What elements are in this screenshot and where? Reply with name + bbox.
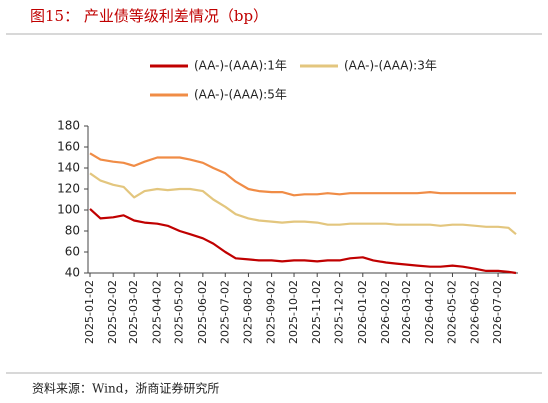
- x-tick-label: 2025-07-02: [218, 280, 231, 344]
- y-tick-label: 120: [57, 182, 80, 196]
- series-line: [89, 208, 517, 275]
- x-tick-label: 2026-04-02: [423, 280, 436, 344]
- x-tick-label: 2026-03-02: [400, 280, 413, 344]
- x-tick-label: 2026-07-02: [491, 280, 504, 344]
- x-tick-label: 2025-11-02: [310, 280, 323, 344]
- source: 资料来源：Wind，浙商证券研究所: [32, 381, 219, 396]
- x-tick-label: 2025-03-02: [127, 280, 140, 344]
- y-tick-label: 160: [57, 140, 80, 154]
- legend-label: (AA-)-(AAA):1年: [194, 59, 287, 73]
- x-tick-label: 2025-02-02: [106, 280, 119, 344]
- y-tick-label: 140: [57, 161, 80, 175]
- y-tick-label: 80: [65, 224, 80, 238]
- chart-title: 图15： 产业债等级利差情况（bp）: [30, 7, 268, 25]
- x-tick-label: 2025-06-02: [196, 280, 209, 344]
- y-tick-label: 40: [65, 266, 80, 280]
- y-tick-label: 60: [65, 245, 80, 259]
- series-line: [89, 152, 516, 197]
- x-tick-label: 2026-02-02: [379, 280, 392, 344]
- x-tick-label: 2026-01-02: [356, 280, 369, 344]
- x-tick-label: 2025-05-02: [173, 280, 186, 344]
- x-tick-label: 2025-10-02: [287, 280, 300, 344]
- y-tick-label: 100: [57, 203, 80, 217]
- legend-label: (AA-)-(AAA):5年: [194, 88, 287, 102]
- x-tick-label: 2025-09-02: [265, 280, 278, 344]
- x-tick-label: 2026-05-02: [445, 280, 458, 344]
- y-tick-label: 180: [57, 119, 80, 133]
- x-tick-label: 2025-12-02: [333, 280, 346, 344]
- x-tick-label: 2025-04-02: [150, 280, 163, 344]
- series-line: [89, 172, 517, 236]
- x-tick-label: 2026-06-02: [469, 280, 482, 344]
- x-tick-label: 2025-08-02: [241, 280, 254, 344]
- x-tick-label: 2025-01-02: [83, 280, 96, 344]
- legend-label: (AA-)-(AAA):3年: [344, 59, 437, 73]
